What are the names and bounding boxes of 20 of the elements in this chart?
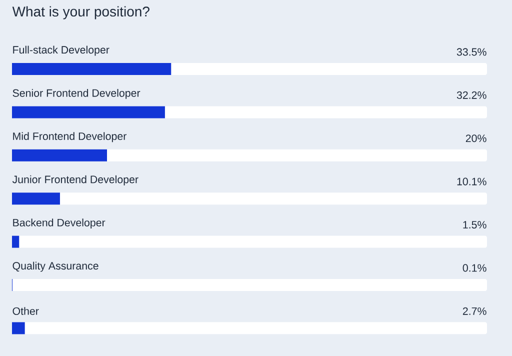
y-tick-label: Quality Assurance: [12, 262, 98, 272]
bar: [12, 236, 20, 248]
data-label: 10.1%: [457, 178, 486, 186]
y-tick-label: Junior Frontend Developer: [12, 175, 138, 186]
y-tick-label: Other: [12, 307, 39, 315]
y-tick-label: Full-stack Developer: [13, 46, 110, 56]
data-label: 33.5%: [456, 48, 486, 56]
y-tick-label: Backend Developer: [13, 218, 106, 229]
bar: [12, 322, 25, 334]
data-label: 1.5%: [463, 221, 486, 229]
chart-title: What is your position?: [12, 6, 150, 20]
bar: [12, 106, 165, 118]
data-label: 32.2%: [456, 91, 486, 99]
data-label: 2.7%: [462, 307, 486, 315]
bar: [12, 149, 107, 162]
y-tick-label: Mid Frontend Developer: [13, 132, 126, 142]
data-label: 0.1%: [462, 264, 486, 272]
bar: [12, 192, 60, 205]
y-tick-label: Senior Frontend Developer: [12, 88, 140, 99]
data-label: 20%: [466, 134, 486, 142]
